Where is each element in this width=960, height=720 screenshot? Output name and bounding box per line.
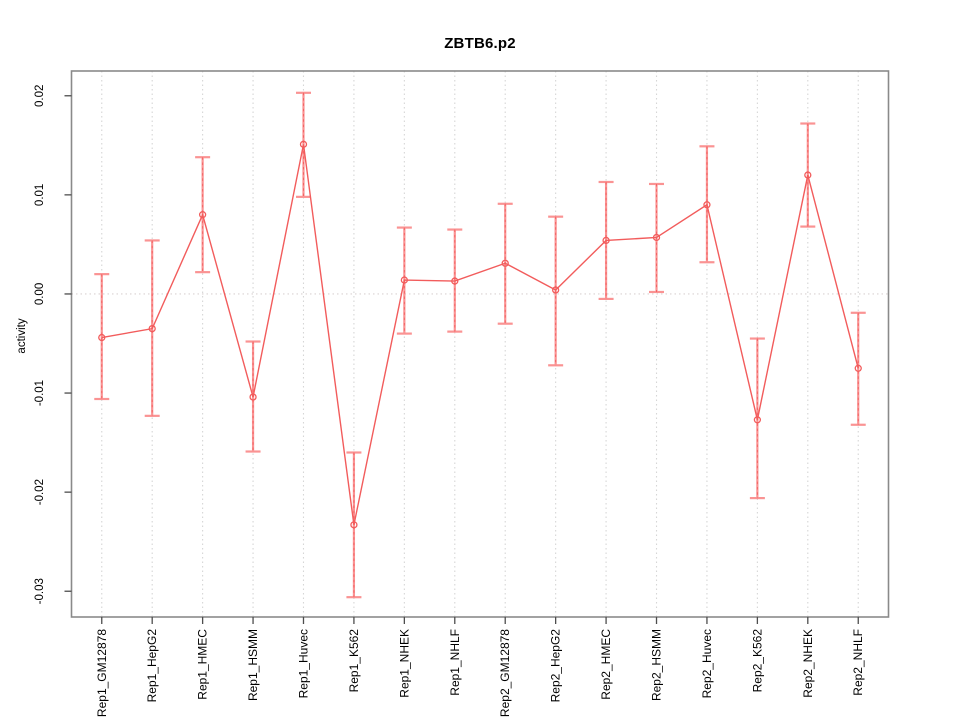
data-point	[804, 171, 812, 179]
series-line	[101, 144, 859, 525]
y-tick-label: 0.02	[34, 85, 46, 107]
x-tick-label: Rep1_HMEC	[196, 629, 210, 700]
data-point	[753, 416, 762, 424]
data-point	[400, 276, 409, 284]
data-point	[98, 333, 106, 342]
x-tick-label: Rep2_NHEK	[801, 629, 815, 698]
x-tick-label: Rep2_NHLF	[851, 629, 865, 696]
y-tick-label: -0.01	[34, 380, 46, 406]
y-tick-label: -0.03	[34, 578, 46, 604]
x-tick-label: Rep1_Huvec	[296, 629, 310, 698]
data-point	[703, 201, 711, 209]
data-point	[350, 521, 358, 529]
data-point	[198, 211, 207, 219]
data-point	[249, 393, 257, 401]
x-tick-label: Rep2_GM12878	[498, 629, 512, 717]
data-point	[854, 364, 862, 372]
x-tick-label: Rep1_K562	[347, 629, 361, 693]
x-tick-label: Rep2_HMEC	[599, 629, 613, 700]
x-tick-label: Rep1_HepG2	[145, 629, 159, 703]
x-tick-label: Rep1_HSMM	[246, 629, 260, 701]
data-point	[551, 286, 560, 294]
x-tick-label: Rep2_HSMM	[650, 629, 664, 701]
x-tick-label: Rep1_NHEK	[397, 629, 411, 698]
y-axis-label: activity	[16, 318, 28, 354]
x-tick-label: Rep2_K562	[750, 629, 764, 693]
x-tick-label: Rep2_Huvec	[700, 629, 714, 698]
y-tick-label: -0.02	[34, 479, 46, 505]
chart-title: ZBTB6.p2	[444, 35, 516, 52]
data-point	[602, 236, 610, 245]
x-tick-label: Rep2_HepG2	[549, 629, 563, 703]
data-point	[451, 277, 459, 285]
data-point	[652, 233, 661, 242]
x-tick-label: Rep1_NHLF	[448, 629, 462, 696]
data-point	[148, 324, 156, 333]
x-tick-label: Rep1_GM12878	[95, 629, 109, 717]
data-point	[501, 259, 509, 267]
plot-border	[70, 70, 890, 618]
y-tick-label: 0.01	[34, 184, 46, 206]
data-point	[299, 140, 308, 148]
y-tick-label: 0.00	[34, 283, 46, 305]
